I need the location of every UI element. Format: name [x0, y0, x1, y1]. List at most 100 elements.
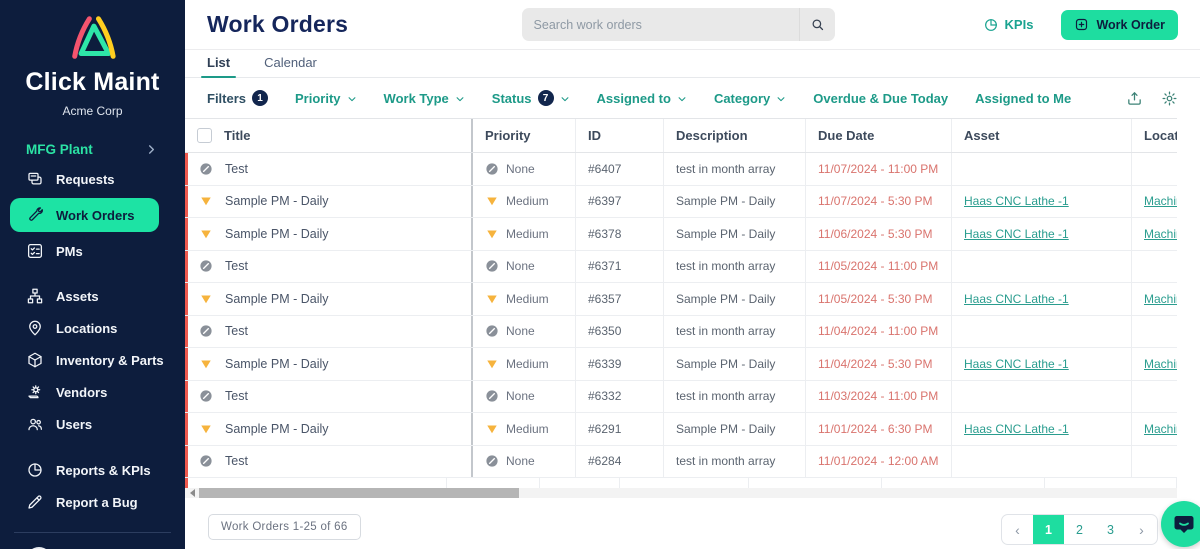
sidebar-item-assets[interactable]: Assets: [0, 280, 185, 312]
filter-assigned-to[interactable]: Assigned to: [597, 91, 687, 106]
table-cell: [952, 380, 1132, 412]
table-row[interactable]: Sample PM - Daily Medium #6397 Sample PM - …: [185, 185, 1177, 218]
table-cell: test in month array: [664, 445, 806, 477]
sidebar-item-locations[interactable]: Locations: [0, 312, 185, 344]
table-cell: Machin: [1132, 283, 1177, 315]
due-date: 11/07/2024 - 11:00 PM: [818, 161, 939, 176]
tab-list[interactable]: List: [200, 55, 237, 78]
horizontal-scrollbar[interactable]: [185, 488, 1177, 498]
column-header-priority[interactable]: Priority: [473, 119, 576, 152]
due-date: 11/07/2024 - 5:30 PM: [818, 194, 933, 209]
table-cell-partial: [1045, 478, 1177, 488]
location-link[interactable]: Machin: [1144, 421, 1177, 436]
filter-work-type[interactable]: Work Type: [384, 91, 465, 106]
sidebar-item-work-orders[interactable]: Work Orders: [10, 198, 159, 232]
search-input[interactable]: [521, 17, 799, 32]
pagination-page-2[interactable]: 2: [1076, 522, 1083, 537]
sidebar-item-users[interactable]: Users: [0, 408, 185, 440]
due-date: 11/01/2024 - 12:00 AM: [818, 454, 939, 469]
filter-overdue-due-today[interactable]: Overdue & Due Today: [813, 91, 948, 106]
asset-link[interactable]: Haas CNC Lathe -1: [964, 226, 1069, 241]
table-row[interactable]: Test None #6284 test in month array 11/01/20…: [185, 445, 1177, 478]
priority-label: Medium: [506, 226, 549, 241]
table-settings-button[interactable]: [1161, 90, 1178, 107]
scrollbar-thumb[interactable]: [199, 488, 519, 498]
location-link[interactable]: Machin: [1144, 194, 1177, 209]
sidebar-item-requests[interactable]: Requests: [0, 163, 185, 195]
priority-none-icon: [485, 324, 499, 338]
plus-square-icon: [1076, 18, 1088, 31]
org-name: Acme Corp: [62, 104, 123, 118]
table-cell: [1132, 153, 1177, 185]
column-header-location[interactable]: Location: [1132, 119, 1177, 152]
filter-count-badge: 7: [537, 90, 554, 106]
export-button[interactable]: [1126, 90, 1143, 107]
table-cell: #6357: [576, 283, 664, 315]
select-all-checkbox[interactable]: [197, 128, 212, 143]
filter-status[interactable]: Status 7: [492, 90, 570, 106]
column-header-title[interactable]: Title: [185, 119, 473, 152]
user-menu[interactable]: SE Sharon Edwin: [0, 545, 185, 549]
sidebar-item-report-bug[interactable]: Report a Bug: [0, 486, 185, 518]
filter-label: Assigned to: [596, 90, 671, 106]
sidebar-item-pms[interactable]: PMs: [0, 235, 185, 267]
search-button[interactable]: [798, 8, 835, 41]
work-order-title: Test: [225, 389, 248, 404]
asset-link[interactable]: Haas CNC Lathe -1: [964, 291, 1069, 306]
asset-link[interactable]: Haas CNC Lathe -1: [964, 194, 1069, 209]
table-row[interactable]: Sample PM - Daily Medium #6378 Sample PM - …: [185, 218, 1177, 251]
filter-assigned-to-me[interactable]: Assigned to Me: [975, 91, 1071, 106]
table-cell: Test: [185, 445, 473, 477]
table-row[interactable]: Sample PM - Daily Medium #6291 Sample PM - …: [185, 413, 1177, 446]
sidebar-item-label: Work Orders: [56, 207, 135, 223]
table-cell: 11/05/2024 - 11:00 PM: [806, 250, 952, 282]
priority-medium-icon: [199, 194, 213, 208]
pagination-page-3[interactable]: 3: [1107, 522, 1114, 537]
sidebar-bottom: Report a Bug SE Sharon Edwin: [0, 486, 185, 549]
page-title: Work Orders: [207, 11, 349, 37]
table-cell: [952, 445, 1132, 477]
column-header-label: Due Date: [818, 128, 875, 143]
asset-link[interactable]: Haas CNC Lathe -1: [964, 356, 1069, 371]
priority-none-icon: [199, 389, 213, 403]
column-header-id[interactable]: ID: [576, 119, 664, 152]
pagination-page-1[interactable]: 1: [1033, 515, 1064, 544]
pagination-next-button[interactable]: ›: [1139, 521, 1144, 538]
column-header-asset[interactable]: Asset: [952, 119, 1132, 152]
location-link[interactable]: Machin: [1144, 226, 1177, 241]
sidebar-item-vendors[interactable]: Vendors: [0, 376, 185, 408]
table-row[interactable]: Test None #6371 test in month array 11/05/20…: [185, 250, 1177, 283]
filter-filters[interactable]: Filters 1: [207, 90, 269, 106]
asset-link[interactable]: Haas CNC Lathe -1: [964, 421, 1069, 436]
work-order-title: Sample PM - Daily: [225, 194, 329, 209]
filter-priority[interactable]: Priority: [295, 91, 357, 106]
sidebar-item-inventory[interactable]: Inventory & Parts: [0, 344, 185, 376]
sidebar-item-reports[interactable]: Reports & KPIs: [0, 454, 185, 486]
table-row[interactable]: Sample PM - Daily Medium #6357 Sample PM - …: [185, 283, 1177, 316]
table-row[interactable]: Test None #6332 test in month array 11/03/20…: [185, 380, 1177, 413]
due-date: 11/05/2024 - 11:00 PM: [818, 259, 939, 274]
table-cell: #6350: [576, 315, 664, 347]
table-row[interactable]: Test None #6407 test in month array 11/07/20…: [185, 153, 1177, 186]
pagination-prev-button[interactable]: ‹: [1015, 521, 1020, 538]
priority-none-icon: [485, 259, 499, 273]
chat-launcher-button[interactable]: [1161, 501, 1200, 547]
scroll-left-arrow-icon[interactable]: [190, 489, 195, 497]
filter-category[interactable]: Category: [714, 91, 786, 106]
column-header-due-date[interactable]: Due Date: [806, 119, 952, 152]
table-cell: Haas CNC Lathe -1: [952, 283, 1132, 315]
kpis-button[interactable]: KPIs: [983, 17, 1033, 33]
new-work-order-button[interactable]: Work Order: [1061, 9, 1178, 40]
table-row[interactable]: Sample PM - Daily Medium #6339 Sample PM - …: [185, 348, 1177, 381]
sidebar-item-mfg-plant[interactable]: MFG Plant: [0, 142, 185, 157]
location-link[interactable]: Machin: [1144, 291, 1177, 306]
work-order-description: test in month array: [676, 454, 776, 469]
work-order-id: #6371: [588, 259, 622, 274]
column-header-description[interactable]: Description: [664, 119, 806, 152]
priority-medium-icon: [199, 422, 213, 436]
table-row[interactable]: Test None #6350 test in month array 11/04/20…: [185, 315, 1177, 348]
table-cell: Sample PM - Daily: [664, 185, 806, 217]
column-header-label: Asset: [964, 128, 1000, 143]
tab-calendar[interactable]: Calendar: [264, 55, 317, 70]
location-link[interactable]: Machin: [1144, 356, 1177, 371]
